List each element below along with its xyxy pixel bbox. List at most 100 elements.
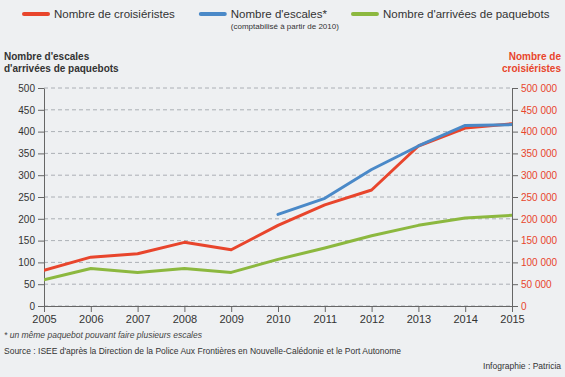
tick-label: 0 — [521, 301, 527, 312]
y-axis: 050100150200250300350400450500 — [18, 83, 44, 312]
tick-label: 500 000 — [521, 83, 558, 94]
legend-swatch — [201, 12, 225, 16]
tick-label: 2014 — [453, 313, 477, 325]
tick-mark — [278, 306, 279, 312]
tick: 150 000 — [512, 235, 558, 246]
tick: 200 — [18, 214, 44, 225]
tick-label: 50 — [24, 279, 36, 290]
tick-mark — [38, 241, 44, 242]
legend-label: Nombre d'escales* — [231, 8, 328, 20]
tick: 500 — [18, 83, 44, 94]
tick: 50 — [24, 279, 44, 290]
tick-label: 2008 — [173, 313, 197, 325]
tick-mark — [372, 306, 373, 312]
tick-mark — [38, 110, 44, 111]
tick-label: 200 000 — [521, 214, 558, 225]
tick-mark — [38, 175, 44, 176]
tick-label: 100 000 — [521, 257, 558, 268]
tick-label: 2007 — [126, 313, 150, 325]
tick: 2010 — [266, 306, 290, 325]
grid-line — [44, 262, 512, 263]
tick-label: 2009 — [219, 313, 243, 325]
tick-mark — [512, 219, 518, 220]
tick-label: 450 — [18, 105, 35, 116]
tick-mark — [512, 262, 518, 263]
tick: 2014 — [453, 306, 477, 325]
tick-label: 400 — [18, 126, 35, 137]
tick-mark — [184, 306, 185, 312]
series-line — [278, 125, 512, 215]
tick: 2006 — [79, 306, 103, 325]
tick-mark — [465, 306, 466, 312]
tick-mark — [38, 219, 44, 220]
tick-mark — [38, 153, 44, 154]
series-line — [44, 124, 512, 270]
tick-mark — [512, 153, 518, 154]
tick: 2008 — [173, 306, 197, 325]
tick: 0 — [512, 301, 527, 312]
tick: 200 000 — [512, 214, 558, 225]
legend-label: Nombre d'arrivées de paquebots — [383, 8, 550, 20]
tick-label: 350 000 — [521, 148, 558, 159]
legend: Nombre de croisiéristes Nombre d'escales*… — [24, 8, 550, 31]
tick-mark — [38, 88, 44, 89]
y-axis-title: d'arrivées de paquebots — [4, 63, 119, 74]
tick-mark — [44, 306, 45, 312]
tick: 450 000 — [512, 105, 558, 116]
tick-mark — [512, 110, 518, 111]
footnote: * un même paquebot pouvant faire plusieu… — [4, 330, 203, 340]
grid-line — [44, 197, 512, 198]
tick: 2015 — [500, 306, 524, 325]
legend-swatch — [353, 12, 377, 16]
tick-label: 2011 — [313, 313, 337, 325]
tick: 150 — [18, 235, 44, 246]
tick: 0 — [29, 301, 44, 312]
grid-line — [44, 284, 512, 285]
series-line — [44, 215, 512, 280]
x-axis: 2005200620072008200920102011201220132014… — [32, 306, 524, 325]
tick-label: 400 000 — [521, 126, 558, 137]
y2-axis: 050 000100 000150 000200 000250 000300 0… — [512, 83, 558, 312]
tick-mark — [325, 306, 326, 312]
tick: 350 — [18, 148, 44, 159]
grid-line — [44, 131, 512, 132]
tick-mark — [512, 132, 518, 133]
axis-line — [44, 89, 45, 307]
tick-mark — [512, 241, 518, 242]
tick-mark — [38, 132, 44, 133]
background — [0, 0, 565, 377]
tick: 2007 — [126, 306, 150, 325]
tick-mark — [512, 284, 518, 285]
tick-mark — [512, 175, 518, 176]
tick-label: 300 — [18, 170, 35, 181]
tick-label: 500 — [18, 83, 35, 94]
grid — [44, 88, 512, 306]
tick-label: 300 000 — [521, 170, 558, 181]
legend-swatch — [24, 12, 48, 16]
tick-label: 2013 — [407, 313, 431, 325]
tick: 2013 — [407, 306, 431, 325]
tick-label: 2015 — [500, 313, 524, 325]
grid-line — [44, 153, 512, 154]
tick-mark — [512, 306, 513, 312]
tick-label: 50 000 — [521, 279, 552, 290]
credit: Infographie : Patricia — [483, 361, 561, 371]
tick-label: 250 — [18, 192, 35, 203]
legend-label: Nombre de croisiéristes — [54, 8, 175, 20]
tick-label: 2010 — [266, 313, 290, 325]
tick-label: 150 — [18, 235, 35, 246]
tick: 2009 — [219, 306, 243, 325]
tick-mark — [512, 88, 518, 89]
tick: 2011 — [313, 306, 337, 325]
tick: 300 000 — [512, 170, 558, 181]
tick-mark — [38, 262, 44, 263]
y-axis-title: Nombre d'escales — [4, 51, 90, 62]
tick: 500 000 — [512, 83, 558, 94]
tick-label: 150 000 — [521, 235, 558, 246]
tick-mark — [231, 306, 232, 312]
grid-line — [44, 175, 512, 176]
tick-label: 350 — [18, 148, 35, 159]
grid-line — [44, 240, 512, 241]
tick: 400 000 — [512, 126, 558, 137]
lines — [44, 124, 512, 280]
